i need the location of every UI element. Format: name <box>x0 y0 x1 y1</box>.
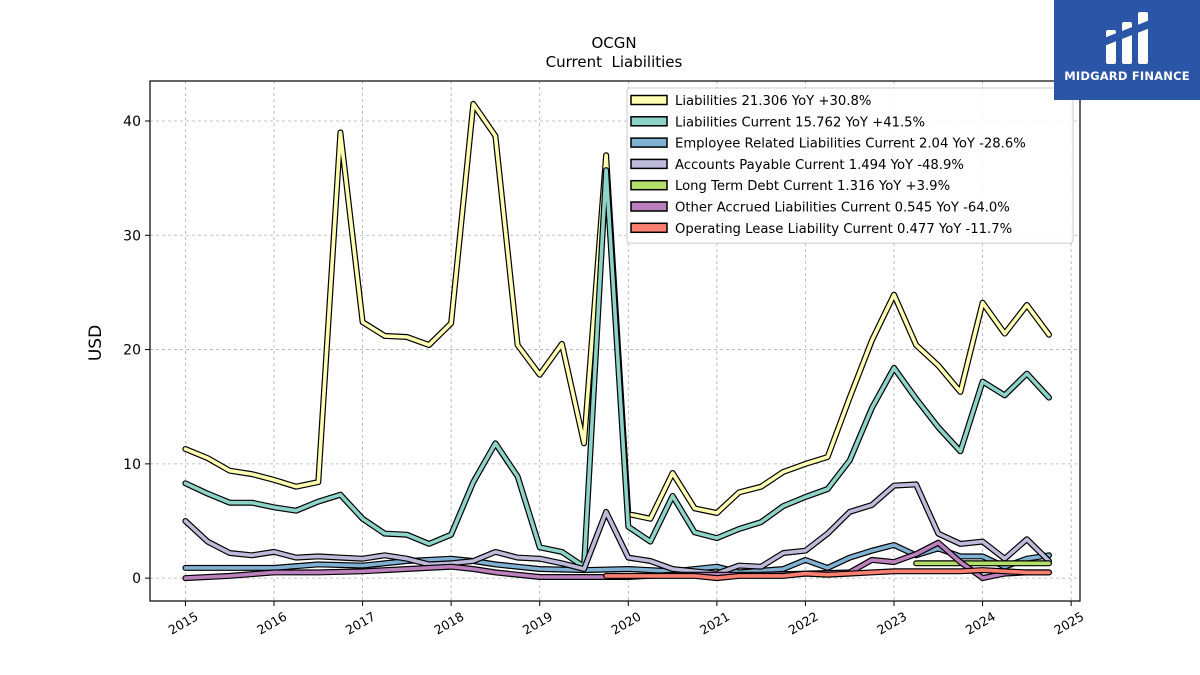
legend-swatch <box>630 137 668 148</box>
legend-label: Other Accrued Liabilities Current 0.545 … <box>675 201 1010 216</box>
series-line <box>183 482 1051 576</box>
series-line <box>183 168 1051 569</box>
x-tick-label: 2022 <box>786 609 821 638</box>
y-axis: 0 10 20 30 40 <box>123 114 150 587</box>
y-tick-label: 40 <box>123 114 141 130</box>
y-tick-label: 0 <box>132 571 141 587</box>
y-axis-label: USD <box>86 325 106 361</box>
legend: Liabilities 21.306 YoY +30.8% Liabilities… <box>626 87 1074 244</box>
x-tick-label: 2024 <box>963 609 998 638</box>
legend-swatch <box>630 94 668 106</box>
y-tick-label: 30 <box>123 228 141 244</box>
series-outline <box>182 481 1052 577</box>
y-tick-label: 20 <box>123 343 141 359</box>
legend-label: Accounts Payable Current 1.494 YoY -48.9… <box>675 158 964 173</box>
chart-title: OCGN <box>591 34 636 52</box>
legend-box <box>626 87 1074 244</box>
legend-label: Liabilities 21.306 YoY +30.8% <box>675 94 871 109</box>
legend-label: Long Term Debt Current 1.316 YoY +3.9% <box>675 179 950 194</box>
legend-swatch <box>630 201 668 212</box>
plot-frame <box>149 80 1081 602</box>
x-tick-label: 2018 <box>431 609 466 638</box>
legend-swatch <box>630 179 668 191</box>
legend-swatch <box>630 116 668 127</box>
logo-text: MIDGARD FINANCE <box>1064 69 1190 83</box>
x-tick-label: 2025 <box>1051 609 1086 638</box>
x-tick-label: 2020 <box>609 609 644 638</box>
x-tick-label: 2015 <box>166 609 201 638</box>
legend-label: Employee Related Liabilities Current 2.0… <box>675 137 1026 152</box>
legend-label: Operating Lease Liability Current 0.477 … <box>675 222 1012 237</box>
x-tick-label: 2019 <box>520 609 555 638</box>
x-tick-label: 2016 <box>254 609 289 638</box>
plot-area <box>182 100 1052 582</box>
legend-swatch <box>630 222 668 234</box>
legend-swatch <box>630 158 668 170</box>
series-line <box>604 568 1051 580</box>
legend-label: Liabilities Current 15.762 YoY +41.5% <box>675 115 925 130</box>
x-tick-label: 2023 <box>874 609 909 638</box>
x-axis: 2015 2016 2017 2018 2019 2020 2021 2022 2023 2024… <box>166 601 1086 638</box>
y-tick-label: 10 <box>123 457 141 473</box>
x-tick-label: 2017 <box>343 609 378 638</box>
brand-logo: MIDGARD FINANCE <box>1054 0 1200 100</box>
chart-subtitle: Current Liabilities <box>546 53 683 71</box>
x-tick-label: 2021 <box>697 609 732 638</box>
midgard-logo-icon <box>1104 12 1150 64</box>
